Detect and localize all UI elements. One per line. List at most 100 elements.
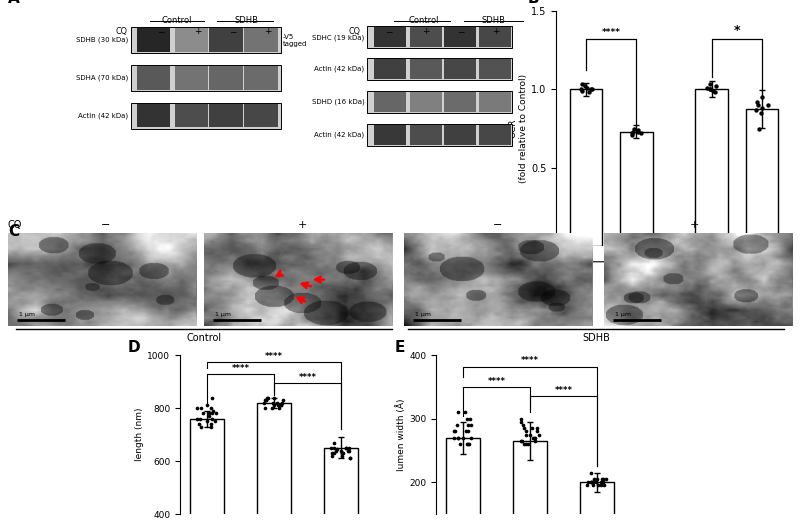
Bar [258,403,290,530]
Point [261,393,274,402]
Point [463,414,476,423]
Point [343,454,356,463]
Point [196,409,209,418]
Point [594,481,607,490]
Text: ****: **** [487,377,506,386]
Point [518,424,530,432]
FancyBboxPatch shape [444,59,477,79]
Point [201,417,214,426]
Text: +: + [492,27,499,36]
Text: SDHB: SDHB [481,16,505,25]
Point [581,478,594,487]
Point [581,83,594,92]
Y-axis label: OCR
(fold relative to Control): OCR (fold relative to Control) [509,74,528,183]
Text: −: − [102,219,110,229]
Text: D: D [127,340,140,355]
Point [447,427,460,436]
Point [206,409,218,418]
Text: B: B [528,0,539,6]
FancyBboxPatch shape [367,26,512,48]
Bar [570,89,602,246]
Text: Control: Control [658,271,690,280]
Text: Control: Control [186,333,222,343]
FancyBboxPatch shape [410,125,442,145]
FancyBboxPatch shape [210,104,243,127]
Text: Actin (42 kDa): Actin (42 kDa) [314,132,365,138]
Text: +: + [422,27,430,36]
Point [587,475,600,483]
Point [597,478,610,487]
Point [451,434,464,442]
Point [585,85,598,93]
Point [344,454,357,463]
FancyBboxPatch shape [478,92,510,112]
Point [194,404,207,412]
FancyBboxPatch shape [410,59,442,79]
Point [447,434,460,442]
Point [523,430,536,439]
FancyBboxPatch shape [478,125,510,145]
Point [267,401,280,410]
Point [204,404,217,412]
Point [585,478,598,487]
Bar [580,482,614,530]
Text: SDHB (30 kDa): SDHB (30 kDa) [76,37,129,43]
Text: +: + [194,27,202,36]
Point [206,393,218,402]
Point [631,126,644,134]
Point [514,437,527,445]
FancyBboxPatch shape [374,59,406,79]
Text: ****: **** [521,356,539,365]
Point [751,101,764,109]
Point [276,396,289,404]
Point [449,427,462,436]
Text: ****: **** [231,364,250,373]
Point [336,452,349,460]
Point [452,408,465,417]
Point [461,440,474,448]
Point [464,421,477,429]
Point [267,399,280,407]
Text: −: − [457,27,465,36]
Point [627,127,640,136]
Point [578,82,591,90]
Text: C: C [8,224,19,240]
FancyBboxPatch shape [210,66,243,90]
Text: SDHB: SDHB [582,333,610,343]
Point [590,475,603,483]
Point [514,414,527,423]
FancyBboxPatch shape [444,92,477,112]
Point [598,481,610,490]
Point [584,85,597,93]
Point [339,444,352,452]
Point [192,420,205,428]
Point [750,105,763,114]
Point [210,409,222,418]
Point [462,427,475,436]
Point [755,109,768,117]
Point [589,478,602,487]
Point [201,401,214,410]
Point [582,88,595,96]
Point [272,401,285,410]
Point [703,80,716,89]
Point [262,393,274,402]
FancyBboxPatch shape [367,58,512,80]
Text: SDHB: SDHB [738,271,763,280]
Point [274,401,287,410]
Point [260,396,273,404]
Point [267,393,280,402]
Point [258,404,271,412]
Point [190,414,203,423]
Text: Control: Control [408,16,438,25]
Point [205,420,218,428]
Point [516,421,529,429]
Point [337,449,350,457]
Point [586,478,598,487]
Point [206,407,219,415]
Text: *: * [734,24,740,37]
Point [325,444,338,452]
Point [632,127,645,136]
Point [206,414,218,423]
Bar [446,438,480,530]
